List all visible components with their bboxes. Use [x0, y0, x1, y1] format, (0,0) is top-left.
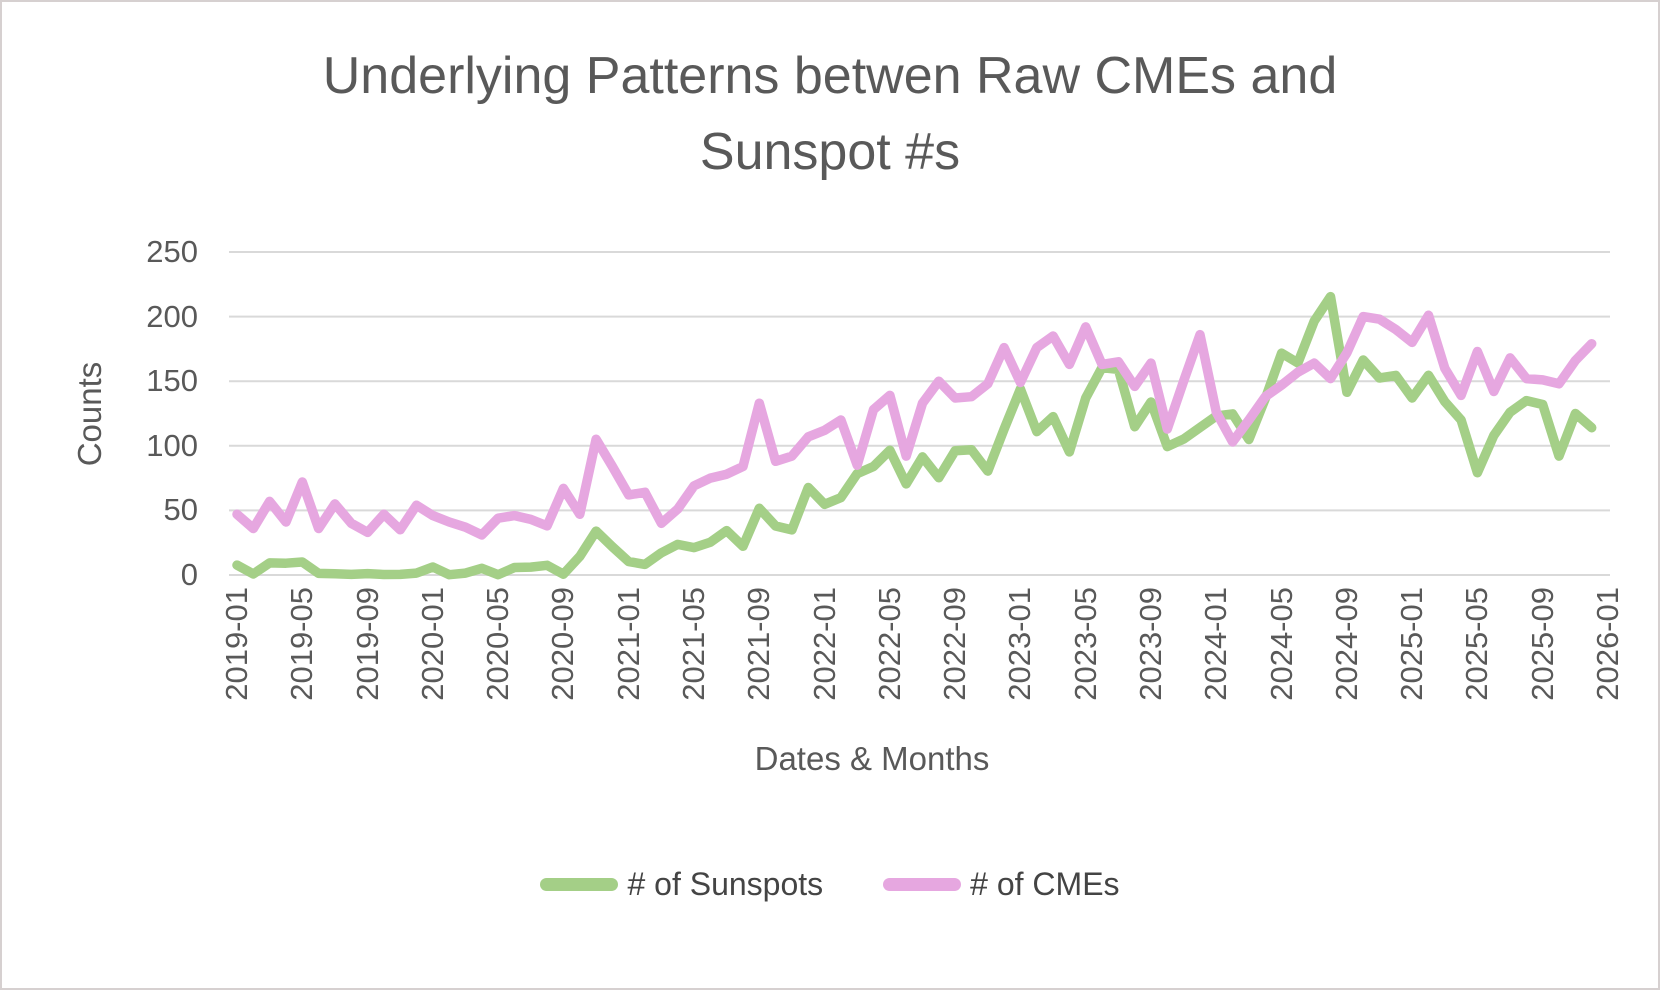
x-tick-label-2026-01: 2026-01	[1590, 587, 1625, 701]
chart-title-line1: Underlying Patterns betwen Raw CMEs and	[322, 47, 1338, 105]
y-tick-label-250: 250	[146, 234, 198, 269]
x-tick-label-2025-05: 2025-05	[1459, 587, 1495, 701]
x-tick-label-2023-05: 2023-05	[1067, 587, 1103, 701]
x-axis-title: Dates & Months	[754, 740, 990, 777]
x-tick-label-2019-09: 2019-09	[349, 587, 385, 701]
legend-item-cmes: # of CMEs	[883, 864, 1120, 904]
x-tick-label-2021-09: 2021-09	[741, 587, 777, 701]
x-tick-label-2021-01: 2021-01	[610, 587, 646, 701]
x-tick-label-2024-05: 2024-05	[1263, 587, 1299, 701]
sunspots-line-swatch	[540, 877, 619, 891]
legend-label-sunspots: # of Sunspots	[627, 866, 824, 902]
chart-title: Underlying Patterns betwen Raw CMEs and …	[2, 38, 1658, 190]
chart-title-line2: Sunspot #s	[699, 123, 961, 181]
x-tick-label-2023-09: 2023-09	[1133, 587, 1168, 701]
legend-item-sunspots: # of Sunspots	[540, 864, 823, 904]
x-tick-label-2023-01: 2023-01	[1002, 587, 1038, 701]
x-tick-label-2021-05: 2021-05	[676, 587, 711, 701]
legend: # of Sunspots # of CMEs	[2, 864, 1658, 904]
x-tick-label-2022-01: 2022-01	[806, 587, 842, 701]
x-tick-label-2025-09: 2025-09	[1524, 587, 1560, 701]
x-tick-label-2025-01: 2025-01	[1394, 587, 1430, 701]
y-tick-label-100: 100	[146, 427, 198, 463]
cmes-line-swatch	[883, 877, 962, 891]
x-tick-label-2020-01: 2020-01	[414, 587, 450, 701]
x-tick-label-2022-09: 2022-09	[937, 587, 973, 701]
x-tick-label-2020-05: 2020-05	[480, 587, 516, 701]
x-tick-label-2019-05: 2019-05	[284, 587, 320, 701]
legend-label-cmes: # of CMEs	[970, 866, 1120, 902]
x-tick-label-2024-01: 2024-01	[1198, 587, 1234, 701]
x-tick-label-2019-01: 2019-01	[219, 587, 254, 701]
y-tick-label-50: 50	[163, 492, 198, 528]
x-tick-label-2022-05: 2022-05	[871, 587, 907, 701]
cmes-line	[232, 310, 1597, 540]
y-tick-label-200: 200	[146, 298, 198, 334]
y-axis-title: Counts	[71, 361, 108, 467]
y-tick-label-150: 150	[146, 363, 198, 399]
x-tick-label-2020-09: 2020-09	[545, 587, 581, 701]
sunspots-line	[232, 291, 1597, 580]
y-tick-label-0: 0	[180, 557, 198, 592]
x-tick-label-2024-09: 2024-09	[1328, 587, 1364, 701]
